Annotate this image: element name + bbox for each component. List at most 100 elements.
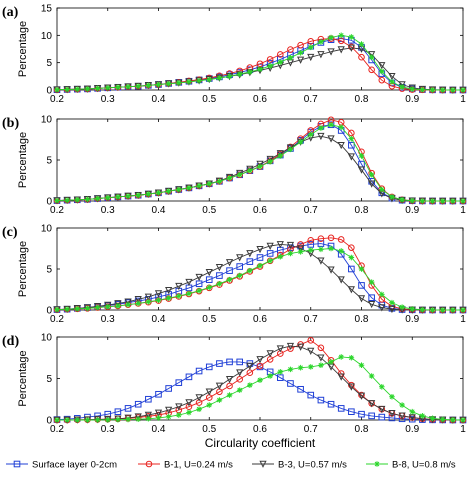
data-point: [389, 299, 395, 306]
y-tick-label: 0: [46, 416, 52, 427]
panel-label: (a): [2, 5, 19, 20]
data-point: [337, 276, 345, 284]
data-point: [165, 295, 172, 301]
data-point: [368, 373, 375, 379]
x-tick-label: 0.9: [405, 424, 419, 435]
series-line: [56, 124, 463, 202]
x-tick-label: 0.8: [355, 94, 369, 105]
legend-marker: [374, 461, 380, 467]
data-point: [327, 48, 335, 56]
data-point: [307, 241, 315, 248]
data-point: [165, 413, 172, 420]
y-tick-label: 5: [46, 374, 52, 385]
data-point: [125, 301, 131, 308]
x-tick-label: 0.9: [405, 314, 419, 325]
data-point: [175, 282, 183, 291]
y-tick-label: 15: [41, 4, 53, 15]
data-point: [379, 384, 385, 390]
data-point: [134, 296, 142, 304]
data-point: [276, 241, 284, 249]
data-point: [175, 379, 183, 386]
data-point: [247, 267, 253, 274]
data-point: [358, 53, 365, 61]
data-point: [368, 51, 376, 59]
data-point: [104, 415, 112, 424]
series-line: [56, 237, 463, 311]
data-point: [104, 85, 111, 91]
data-point: [337, 141, 345, 150]
data-point: [246, 362, 254, 370]
data-point: [327, 400, 335, 408]
x-tick-label: 1: [460, 94, 466, 105]
series-line: [56, 119, 463, 202]
data-point: [84, 417, 91, 423]
data-point: [439, 416, 446, 423]
data-point: [206, 402, 213, 408]
x-tick-label: 1: [460, 314, 466, 325]
data-point: [94, 304, 101, 311]
data-point: [368, 66, 375, 74]
data-point: [216, 75, 223, 81]
data-point: [176, 293, 182, 299]
x-tick-label: 0.3: [101, 205, 115, 216]
data-point: [74, 417, 81, 423]
data-point: [297, 248, 304, 255]
data-point: [409, 408, 416, 415]
data-point: [257, 262, 263, 269]
data-point: [277, 51, 284, 58]
x-tick-label: 0.4: [152, 205, 166, 216]
data-point: [317, 235, 325, 242]
data-point: [154, 409, 163, 417]
data-point: [348, 265, 355, 273]
data-point: [165, 406, 173, 414]
data-point: [378, 304, 386, 312]
data-point: [54, 417, 60, 423]
x-tick-label: 0.4: [152, 94, 166, 105]
data-point: [399, 196, 405, 203]
data-point: [145, 415, 152, 422]
data-point: [84, 305, 91, 312]
data-point: [357, 392, 366, 400]
x-tick-label: 0.7: [304, 424, 318, 435]
data-point: [115, 84, 121, 91]
data-point: [216, 178, 223, 185]
legend: Surface layer 0-2cm B-1, U=0.24 m/s B-3, U…: [6, 460, 456, 471]
data-point: [378, 405, 386, 414]
data-point: [399, 84, 405, 90]
data-point: [266, 56, 274, 63]
data-point: [165, 287, 173, 295]
data-point: [450, 307, 456, 313]
data-point: [186, 290, 192, 297]
data-point: [94, 417, 101, 423]
y-tick-label: 0: [46, 86, 52, 97]
data-point: [398, 81, 406, 89]
data-point: [348, 129, 355, 137]
y-tick-label: 5: [46, 156, 52, 167]
data-point: [135, 83, 141, 89]
y-tick-label: 10: [41, 115, 53, 126]
y-tick-label: 10: [41, 31, 53, 42]
data-point: [357, 166, 366, 174]
legend-label: B-3, U=0.57 m/s: [278, 460, 347, 471]
data-point: [368, 294, 375, 301]
data-point: [94, 85, 101, 92]
data-point: [54, 197, 60, 204]
data-point: [327, 234, 335, 242]
data-point: [460, 417, 466, 423]
data-point: [74, 196, 81, 203]
y-axis-label: Percentage: [17, 132, 29, 188]
series-4: [54, 245, 466, 313]
data-point: [429, 307, 436, 313]
data-point: [196, 183, 202, 189]
x-tick-label: 0.9: [405, 94, 419, 105]
data-point: [450, 417, 456, 423]
y-tick-label: 10: [41, 224, 53, 235]
data-point: [409, 86, 416, 92]
data-point: [84, 196, 91, 203]
data-point: [134, 400, 142, 408]
data-point: [125, 193, 131, 199]
data-point: [358, 153, 365, 159]
data-point: [236, 263, 243, 270]
x-tick-label: 1: [460, 424, 466, 435]
